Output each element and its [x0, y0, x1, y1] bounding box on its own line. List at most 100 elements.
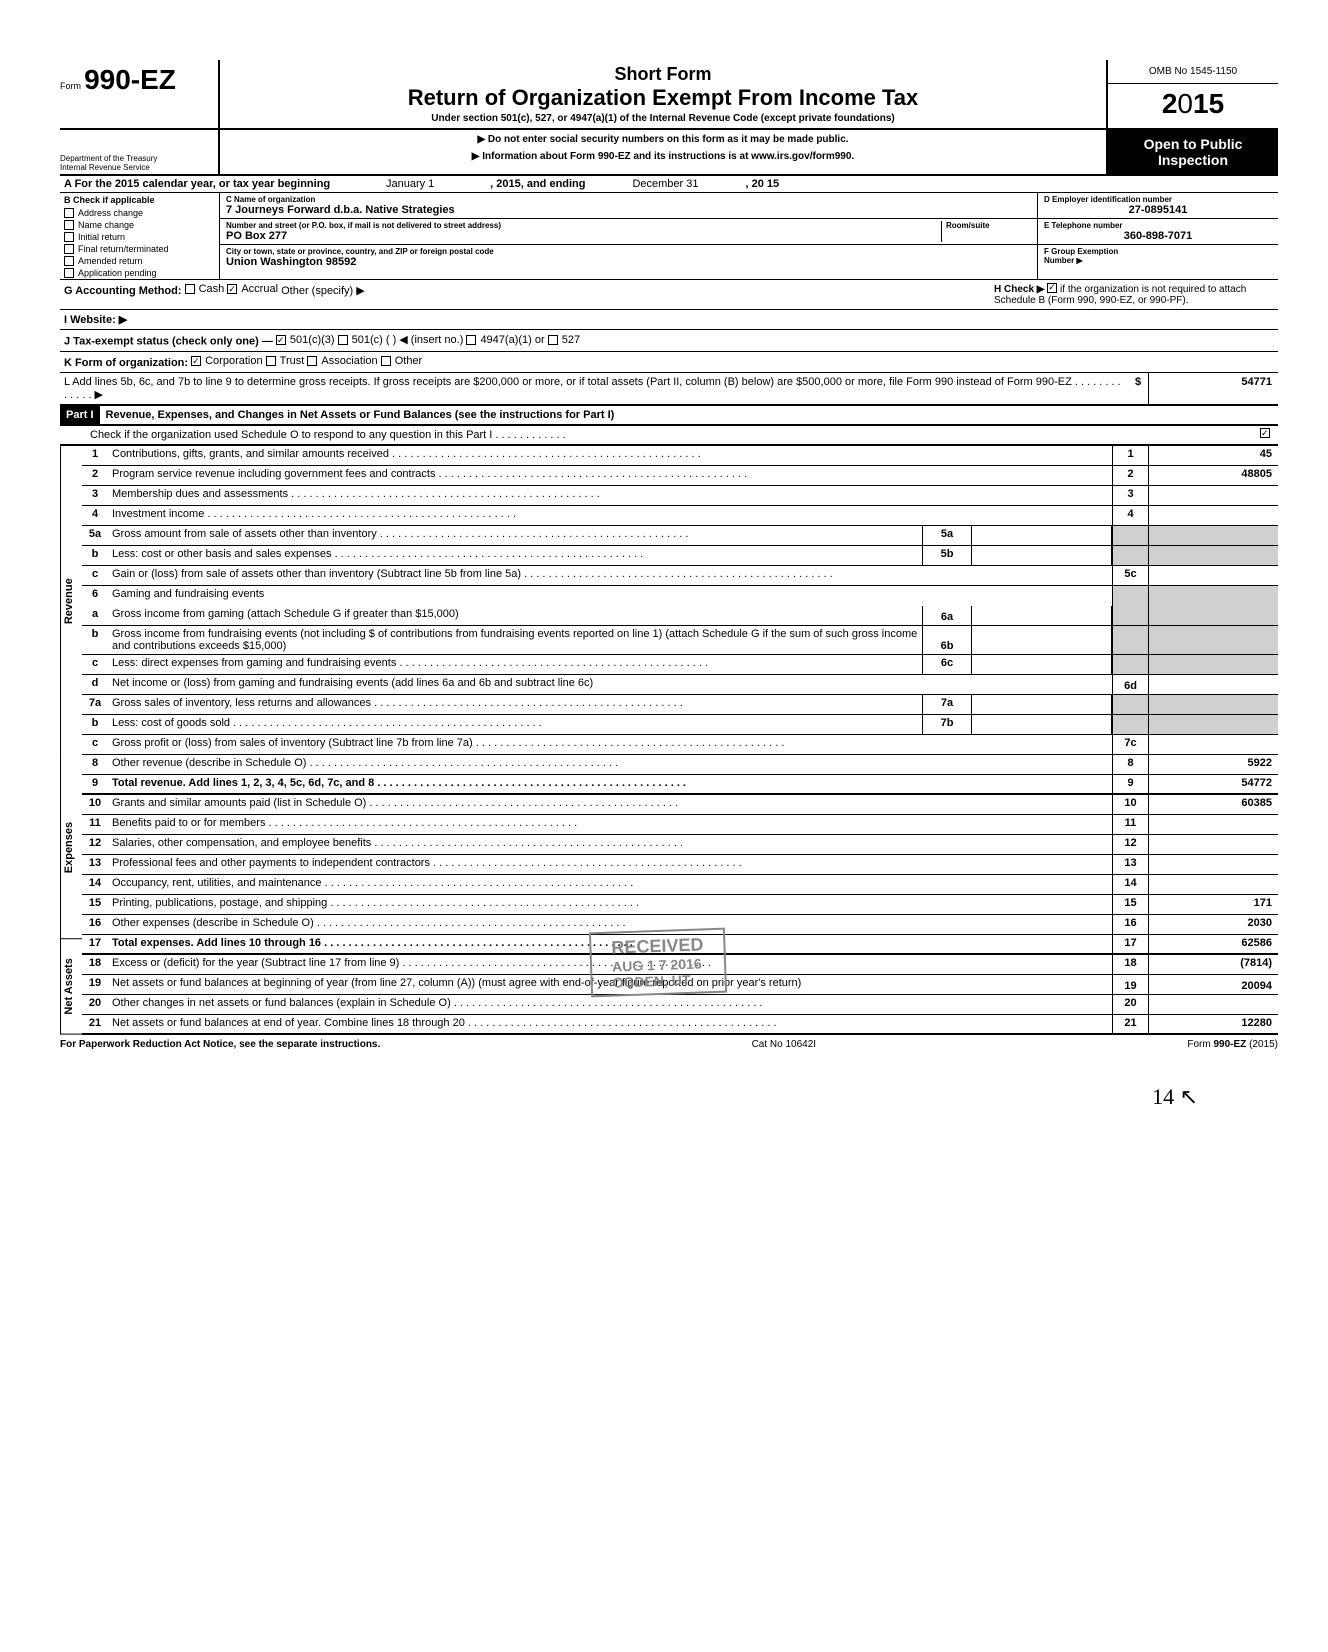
- l-dollar: $: [1128, 373, 1148, 404]
- chk-501c[interactable]: 501(c) ( ) ◀ (insert no.): [338, 333, 464, 346]
- line-9: 9 Total revenue. Add lines 1, 2, 3, 4, 5…: [82, 775, 1278, 795]
- checkbox-icon[interactable]: [64, 268, 74, 278]
- section-h: H Check ▶ if the organization is not req…: [994, 283, 1274, 306]
- c-name-label: C Name of organization: [226, 195, 1031, 204]
- line-6c-subval: [972, 655, 1112, 674]
- checkbox-icon[interactable]: [227, 284, 237, 294]
- line-14-amount: [1148, 875, 1278, 894]
- line-3: 3 Membership dues and assessments 3: [82, 486, 1278, 506]
- chk-amended-return[interactable]: Amended return: [60, 255, 219, 267]
- c-street: Number and street (or P.O. box, if mail …: [220, 219, 1037, 245]
- e-value: 360-898-7071: [1044, 230, 1272, 242]
- checkbox-icon[interactable]: [276, 335, 286, 345]
- checkbox-icon[interactable]: [1260, 428, 1270, 438]
- chk-527[interactable]: 527: [548, 334, 580, 346]
- line-6b: b Gross income from fundraising events (…: [82, 626, 1278, 655]
- chk-name-change[interactable]: Name change: [60, 219, 219, 231]
- form-header: Form 990-EZ Short Form Return of Organiz…: [60, 60, 1278, 130]
- line-7c-amount: [1148, 735, 1278, 754]
- line-9-amount: 54772: [1148, 775, 1278, 793]
- line-3-amount: [1148, 486, 1278, 505]
- d-label: D Employer identification number: [1044, 195, 1272, 204]
- checkbox-icon[interactable]: [338, 335, 348, 345]
- k-label: K Form of organization:: [64, 357, 188, 369]
- checkbox-icon[interactable]: [466, 335, 476, 345]
- year-suffix: , 20 15: [746, 178, 780, 190]
- chk-cash[interactable]: Cash: [185, 283, 225, 295]
- handwritten-note: 14 ↖: [60, 1084, 1278, 1110]
- line-17: 17 Total expenses. Add lines 10 through …: [82, 935, 1278, 955]
- title-line1: Short Form: [230, 64, 1096, 85]
- chk-final-return[interactable]: Final return/terminated: [60, 243, 219, 255]
- line-6b-desc: Gross income from fundraising events (no…: [108, 626, 922, 654]
- chk-other-org[interactable]: Other: [381, 355, 423, 367]
- line-7b-subval: [972, 715, 1112, 734]
- line-21-desc: Net assets or fund balances at end of ye…: [108, 1015, 1112, 1033]
- checkbox-icon[interactable]: [64, 208, 74, 218]
- title-note: Under section 501(c), 527, or 4947(a)(1)…: [230, 113, 1096, 124]
- line-7a: 7a Gross sales of inventory, less return…: [82, 695, 1278, 715]
- title-line2: Return of Organization Exempt From Incom…: [230, 85, 1096, 111]
- public-inspection: Open to Public Inspection: [1108, 130, 1278, 174]
- dept-line1: Department of the Treasury: [60, 154, 214, 163]
- line-5a-subval: [972, 526, 1112, 545]
- line-6b-subval: [972, 626, 1112, 654]
- year-end: December 31: [586, 178, 746, 190]
- l-text: L Add lines 5b, 6c, and 7b to line 9 to …: [60, 373, 1128, 404]
- chk-501c3[interactable]: 501(c)(3): [276, 334, 335, 346]
- label-a: A For the 2015 calendar year, or tax yea…: [64, 178, 330, 190]
- chk-initial-return[interactable]: Initial return: [60, 231, 219, 243]
- chk-4947[interactable]: 4947(a)(1) or: [466, 334, 544, 346]
- section-f: F Group Exemption Number ▶: [1038, 245, 1278, 269]
- line-15-desc: Printing, publications, postage, and shi…: [108, 895, 1112, 914]
- vlabel-netassets: Net Assets: [60, 939, 82, 1035]
- line-13-desc: Professional fees and other payments to …: [108, 855, 1112, 874]
- line-4-amount: [1148, 506, 1278, 525]
- line-10: 10 Grants and similar amounts paid (list…: [82, 795, 1278, 815]
- chk-corp[interactable]: Corporation: [191, 355, 262, 367]
- checkbox-icon[interactable]: [548, 335, 558, 345]
- section-gh: G Accounting Method: Cash Accrual Other …: [60, 280, 1278, 310]
- section-g: G Accounting Method: Cash Accrual Other …: [64, 283, 994, 306]
- checkbox-icon[interactable]: [307, 356, 317, 366]
- line-12-amount: [1148, 835, 1278, 854]
- check-note-text: Check if the organization used Schedule …: [60, 426, 1258, 444]
- checkbox-icon[interactable]: [191, 356, 201, 366]
- main-grid: Revenue Expenses Net Assets 1 Contributi…: [60, 445, 1278, 1035]
- line-18: 18 Excess or (deficit) for the year (Sub…: [82, 955, 1278, 975]
- line-20-amount: [1148, 995, 1278, 1014]
- b-head: B Check if applicable: [60, 193, 219, 207]
- chk-accrual[interactable]: Accrual: [227, 283, 278, 295]
- chk-application-pending[interactable]: Application pending: [60, 267, 219, 279]
- section-l: L Add lines 5b, 6c, and 7b to line 9 to …: [60, 373, 1278, 406]
- arrow-note1: Do not enter social security numbers on …: [224, 134, 1102, 145]
- chk-trust[interactable]: Trust: [266, 355, 305, 367]
- line-6a: a Gross income from gaming (attach Sched…: [82, 606, 1278, 626]
- checkbox-icon[interactable]: [266, 356, 276, 366]
- line-12-desc: Salaries, other compensation, and employ…: [108, 835, 1112, 854]
- f-label: F Group Exemption: [1044, 247, 1272, 256]
- bcd-block: B Check if applicable Address change Nam…: [60, 193, 1278, 280]
- line-6c-desc: Less: direct expenses from gaming and fu…: [108, 655, 922, 674]
- footer-right: Form 990-EZ (2015): [1187, 1039, 1278, 1050]
- checkbox-icon[interactable]: [64, 232, 74, 242]
- checkbox-icon[interactable]: [381, 356, 391, 366]
- footer-left: For Paperwork Reduction Act Notice, see …: [60, 1039, 380, 1050]
- checkbox-icon[interactable]: [185, 284, 195, 294]
- dept-center: Do not enter social security numbers on …: [220, 130, 1108, 174]
- line-5c-amount: [1148, 566, 1278, 585]
- checkbox-icon[interactable]: [64, 220, 74, 230]
- chk-assoc[interactable]: Association: [307, 355, 377, 367]
- chk-address-change[interactable]: Address change: [60, 207, 219, 219]
- line-7a-desc: Gross sales of inventory, less returns a…: [108, 695, 922, 714]
- checkbox-icon[interactable]: [64, 244, 74, 254]
- c-room-label: Room/suite: [946, 221, 1031, 230]
- line-1: 1 Contributions, gifts, grants, and simi…: [82, 446, 1278, 466]
- checkbox-icon[interactable]: [64, 256, 74, 266]
- vlabel-revenue: Revenue: [60, 446, 82, 757]
- section-j: J Tax-exempt status (check only one) — 5…: [60, 330, 1278, 352]
- line-7b-desc: Less: cost of goods sold: [108, 715, 922, 734]
- section-e: E Telephone number 360-898-7071: [1038, 219, 1278, 245]
- form-year: 20201515: [1108, 84, 1278, 124]
- checkbox-icon[interactable]: [1047, 283, 1057, 293]
